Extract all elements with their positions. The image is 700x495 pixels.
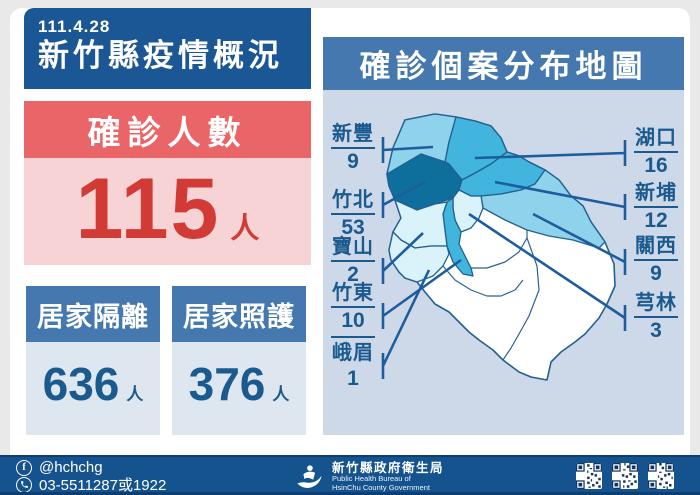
leader-qionglin (468, 212, 627, 331)
qr-code-2 (612, 463, 638, 489)
home-isolation-label: 居家隔離 (26, 286, 160, 342)
leader-guanxi (532, 212, 627, 275)
home-care-card: 居家照護 376 人 (172, 286, 306, 435)
zhudong-name: 竹東 (331, 283, 375, 308)
emei-count: 1 (347, 367, 359, 390)
zhubei-name: 竹北 (331, 190, 375, 215)
hukou-count: 16 (644, 154, 668, 177)
leader-baoshan (381, 232, 424, 284)
poster-title: 新竹縣疫情概況 (38, 38, 283, 73)
map-label-baoshan: 寶山 2 (327, 237, 379, 285)
footer-bar: f @hchchg 03-5511287或1922 新竹縣政府衛生局 Publi… (0, 455, 700, 495)
map-label-qionglin: 芎林 3 (630, 293, 682, 341)
leader-hukou (474, 140, 627, 166)
home-isolation-card: 居家隔離 636 人 (26, 286, 160, 435)
emei-name: 峨眉 (332, 342, 374, 364)
map-panel-header: 確診個案分布地圖 (323, 37, 684, 90)
map-label-xinpu: 新埔 12 (630, 183, 682, 231)
xinpu-name: 新埔 (634, 183, 678, 208)
leader-zhudong (381, 258, 462, 329)
health-bureau-logo-icon (297, 464, 322, 488)
confirmed-count-unit: 人 (230, 213, 260, 245)
map-inner-border-hengshan (471, 230, 528, 269)
home-isolation-unit: 人 (126, 385, 144, 404)
footer-bottom-strip (0, 492, 700, 495)
baoshan-count: 2 (347, 263, 359, 286)
zhubei-count: 53 (341, 216, 365, 239)
qr-code-1 (576, 463, 602, 489)
qionglin-count: 3 (650, 319, 662, 342)
map-panel-body: 新豐 9 竹北 53 寶山 2 竹東 10 峨眉 1 湖口 16 新埔 12 關… (323, 90, 684, 435)
confirmed-label: 確診人數 (87, 113, 248, 151)
map-inner-border-beipu (442, 265, 524, 297)
home-care-value: 376 (188, 358, 266, 410)
qr-code-3 (648, 463, 674, 489)
zhudong-count: 10 (341, 309, 365, 332)
map-label-guanxi: 關西 9 (630, 236, 682, 284)
hsinchu-county-map (381, 113, 627, 381)
qionglin-name: 芎林 (634, 293, 678, 318)
date-text: 111.4.28 (38, 17, 111, 36)
map-label-hukou: 湖口 16 (630, 128, 682, 176)
map-label-zhubei: 竹北 53 (327, 190, 379, 238)
xinfeng-name: 新豐 (331, 124, 375, 149)
org-name-zh: 新竹縣政府衛生局 (332, 461, 445, 475)
phone-icon (16, 476, 32, 493)
footer-qr-codes (576, 463, 674, 489)
map-label-emei: 峨眉 1 (327, 336, 379, 389)
org-name-en-1: Public Health Bureau of (332, 474, 411, 483)
confirmed-count-value: 115 (75, 161, 221, 257)
baoshan-name: 寶山 (331, 237, 375, 262)
home-isolation-value: 636 (42, 358, 120, 410)
footer-org: 新竹縣政府衛生局 Public Health Bureau of HsinChu… (294, 461, 444, 492)
leader-emei (381, 269, 431, 379)
facebook-icon: f (16, 459, 32, 476)
xinpu-count: 12 (644, 209, 668, 232)
org-name-en-2: HsinChu County Government (332, 482, 430, 492)
emei-overline (331, 336, 375, 338)
confirmed-label-box: 確診人數 (24, 101, 311, 158)
map-district-guanxi (480, 169, 606, 249)
map-panel-title: 確診個案分布地圖 (359, 49, 648, 84)
hukou-name: 湖口 (634, 128, 678, 153)
facebook-handle: @hchchg (39, 459, 103, 476)
xinfeng-count: 9 (347, 150, 359, 173)
leader-zhubei (381, 180, 426, 218)
confirmed-count-box: 115 人 (24, 158, 311, 265)
phone-number: 03-5511287或1922 (39, 477, 167, 494)
footer-contacts: f @hchchg 03-5511287或1922 (16, 459, 167, 494)
map-leader-lines (381, 137, 627, 379)
leader-xinfeng (381, 137, 434, 163)
home-care-label: 居家照護 (172, 286, 306, 342)
title-header: 111.4.28 新竹縣疫情概況 (24, 8, 311, 89)
map-label-zhudong: 竹東 10 (327, 283, 379, 331)
home-care-unit: 人 (272, 385, 290, 404)
map-label-xinfeng: 新豐 9 (327, 124, 379, 172)
leader-xinpu (494, 180, 627, 220)
guanxi-count: 9 (650, 262, 662, 285)
guanxi-name: 關西 (634, 236, 678, 261)
map-inner-border-jianshi (502, 237, 540, 361)
